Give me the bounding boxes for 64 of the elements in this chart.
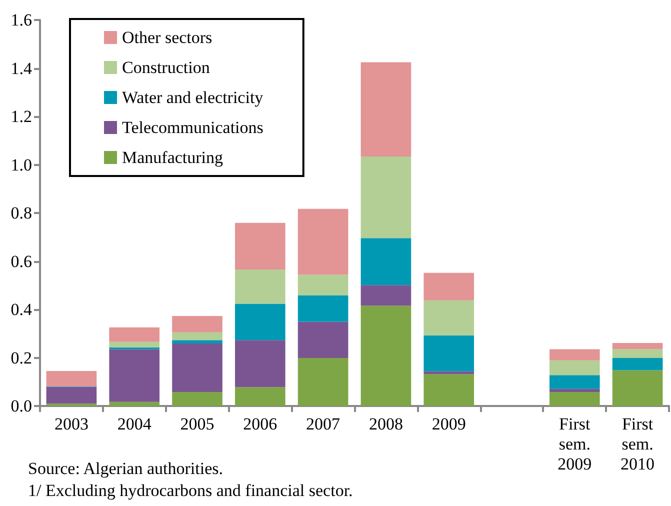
x-tick-label: First sem. 2010 [620,414,655,474]
bar [424,335,474,372]
bar [298,358,348,406]
y-tick-label: 1.4 [10,58,32,78]
text: 1/ Excluding hydrocarbons and financial sector. [28,481,353,500]
y-tick-label: 0.2 [10,348,32,368]
bar [612,358,663,370]
bar [234,340,286,388]
legend-label: Manufacturing [122,148,224,167]
bar [109,402,160,406]
x-tick-label: 2005 [180,414,214,434]
legend-label: Construction [122,58,210,77]
x-tick-label: First sem. 2009 [558,414,592,474]
y-tick-label: 0.0 [10,396,32,416]
bar [612,343,663,350]
legend-label: Water and electricity [122,88,264,107]
x-tick-label: 2006 [243,414,278,434]
bar [549,360,600,376]
y-tick-label: 0.4 [10,300,32,319]
bar [109,349,160,402]
bar [298,208,348,275]
bar [298,295,348,322]
bar [424,374,474,406]
x-tick-label: 2003 [54,414,88,434]
x-tick-label: 2008 [368,414,403,434]
bar [612,370,663,406]
bar [549,375,600,389]
y-tick-label: 1.0 [10,155,32,174]
x-tick-label: 2007 [306,414,341,434]
bar [109,327,160,342]
bar [360,285,412,306]
source-note: Source: Algerian authorities. [28,459,223,478]
bar [360,306,412,406]
bar [424,300,474,336]
bar [234,304,286,340]
y-tick-label: 0.8 [10,204,32,222]
y-tick-label: 1.2 [10,107,32,126]
x-tick-label: 2009 [432,414,466,434]
bar [109,342,160,348]
bar [46,386,97,404]
bar [612,349,663,358]
legend-label: Other sectors [122,28,212,47]
bar [172,392,222,406]
x-tick-label: 2004 [117,414,152,434]
bar [234,222,286,270]
bar [234,269,286,304]
legend-label: Telecommunications [122,118,264,137]
bar [172,340,222,344]
bar [46,371,97,386]
y-tick-label: 1.6 [10,10,32,30]
bar [549,388,600,392]
bar [360,238,412,286]
bar [549,349,600,360]
bar [234,387,286,406]
bar [172,344,222,392]
y-tick-label: 0.6 [10,252,32,271]
bar [298,274,348,296]
bar [360,62,412,157]
bar [172,332,222,340]
bar [172,316,222,332]
bar [549,392,600,406]
bar [360,156,412,238]
bar [424,272,474,300]
bar [298,322,348,358]
